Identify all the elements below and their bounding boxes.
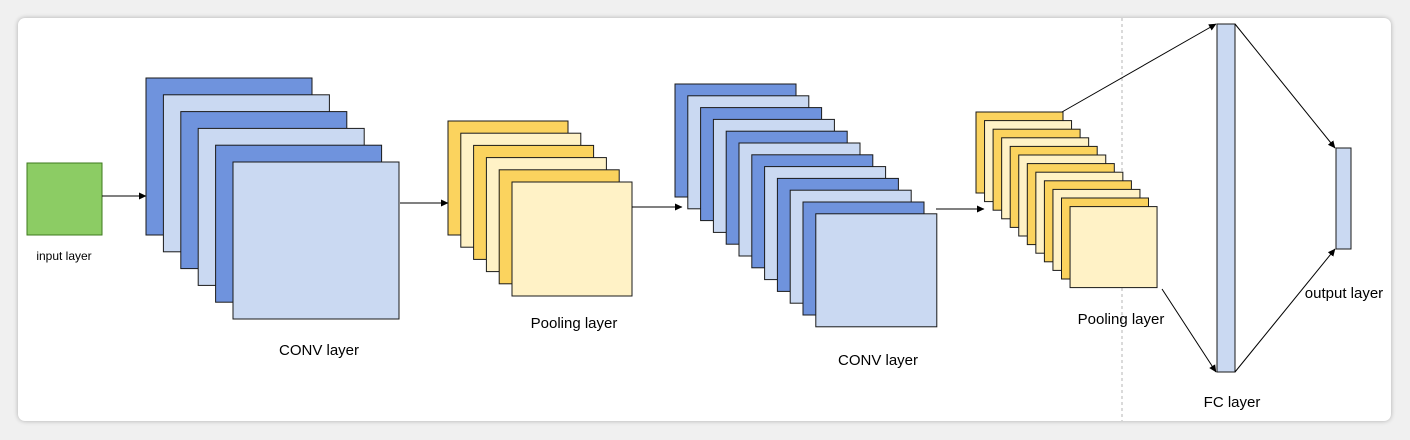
pool1-feature-map-6 bbox=[512, 182, 632, 296]
arrow-fc-to-output-bottom bbox=[1235, 249, 1335, 372]
output-layer-label: output layer bbox=[1305, 285, 1383, 302]
arrow-fc-to-output-top bbox=[1235, 24, 1335, 148]
conv-layer-2-label: CONV layer bbox=[838, 352, 918, 369]
pool2-feature-map-12 bbox=[1070, 207, 1157, 288]
pooling-layer-2-label: Pooling layer bbox=[1078, 311, 1165, 328]
input-layer-block bbox=[27, 163, 102, 235]
conv-layer-1-stack bbox=[146, 78, 399, 319]
fc-layer-label: FC layer bbox=[1204, 394, 1261, 411]
output-layer-block bbox=[1336, 148, 1351, 249]
arrow-pool2-to-fc-bottom bbox=[1162, 289, 1216, 372]
arrow-pool2-to-fc-top bbox=[1062, 24, 1216, 112]
conv-layer-2-stack bbox=[675, 84, 937, 327]
pooling-layer-2-stack bbox=[976, 112, 1157, 288]
conv1-feature-map-6 bbox=[233, 162, 399, 319]
conv2-feature-map-12 bbox=[816, 214, 937, 327]
conv-layer-1-label: CONV layer bbox=[279, 342, 359, 359]
pooling-layer-1-stack bbox=[448, 121, 632, 296]
fc-layer-block bbox=[1217, 24, 1235, 372]
input-layer-label: input layer bbox=[36, 249, 91, 263]
pooling-layer-1-label: Pooling layer bbox=[531, 315, 618, 332]
